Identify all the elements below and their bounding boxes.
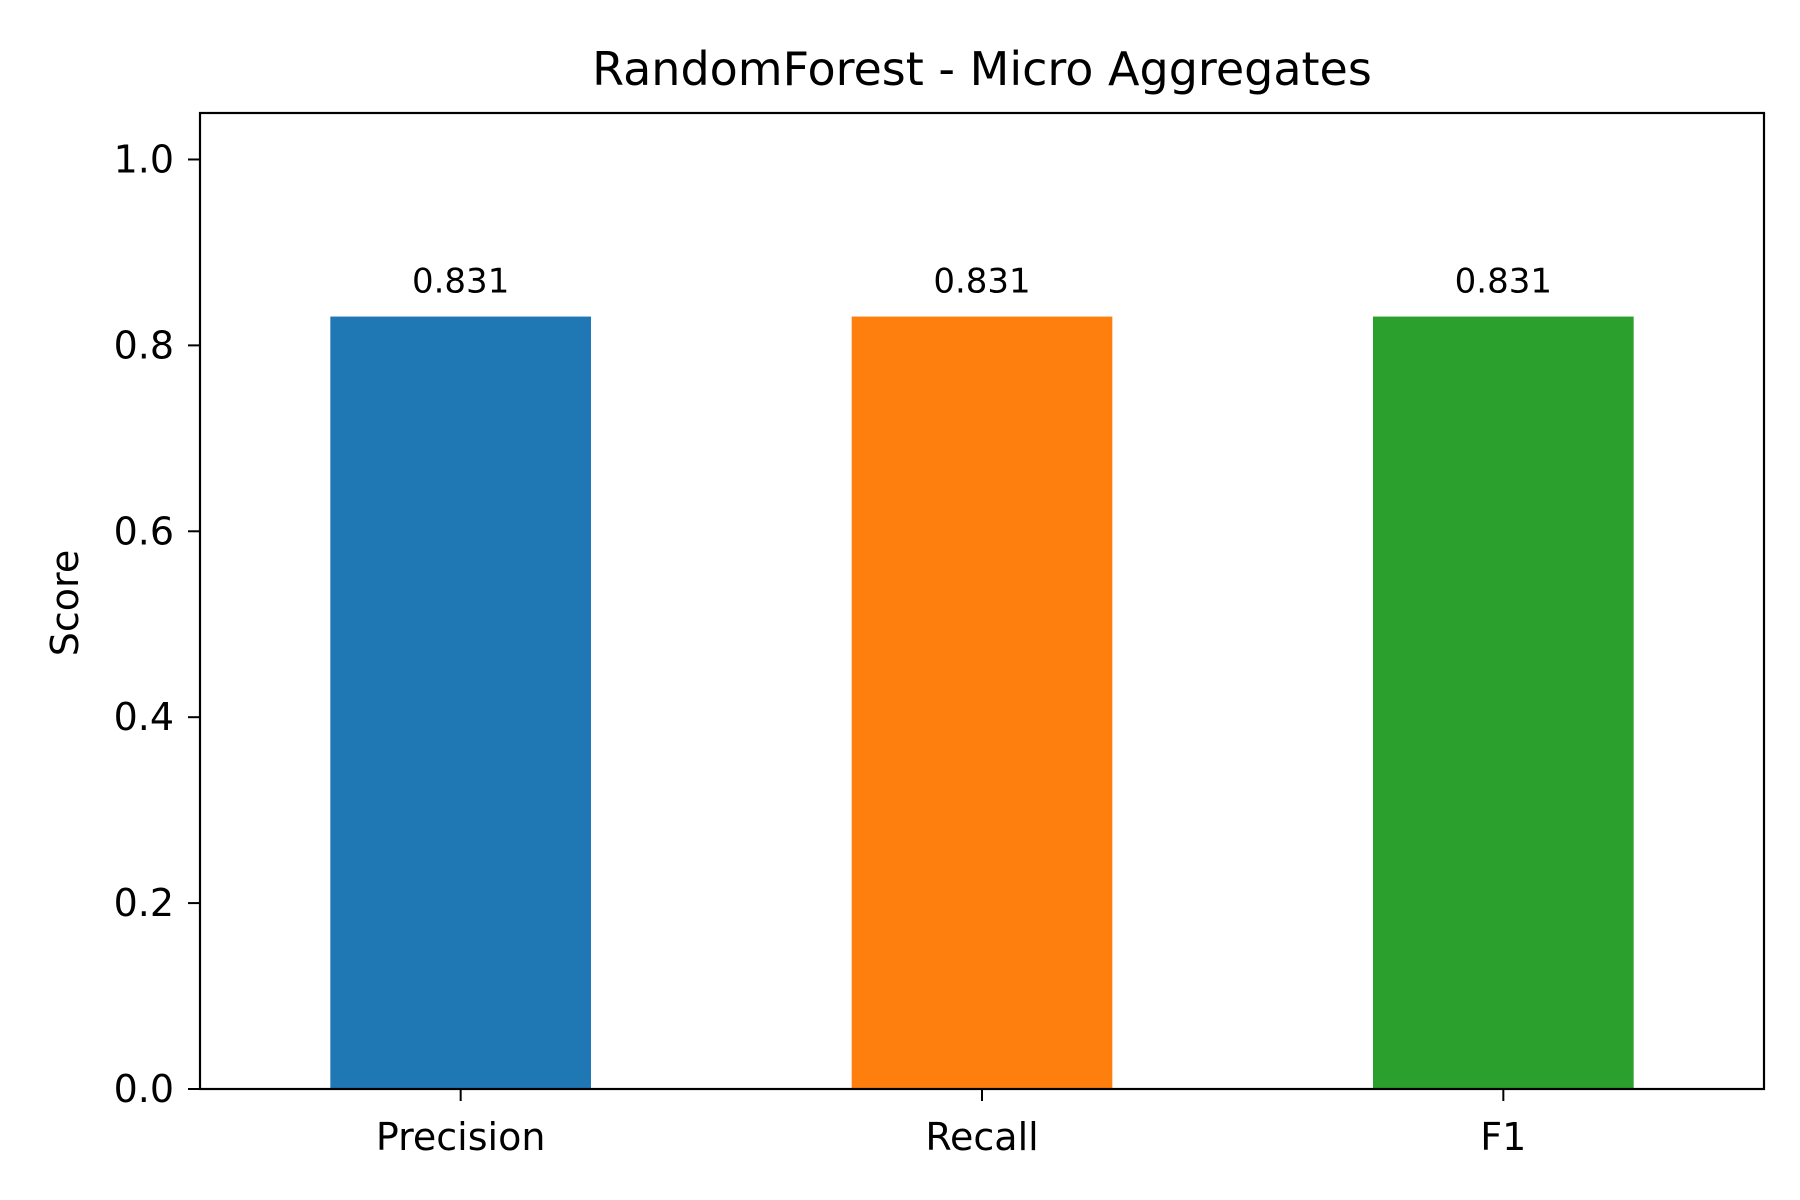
y-tick-label: 0.6 — [114, 509, 174, 553]
bar-f1 — [1373, 316, 1634, 1090]
plot-area-frame — [198, 111, 1766, 1091]
y-tick-label: 1.0 — [114, 137, 174, 181]
x-tick-label-recall: Recall — [925, 1115, 1038, 1159]
y-axis-label: Score — [43, 550, 87, 656]
bar-precision — [330, 316, 591, 1090]
bars-group — [330, 316, 1634, 1090]
y-axis-ticks: 0.0 0.2 0.4 0.6 0.8 1.0 — [114, 137, 200, 1111]
x-tick-label-precision: Precision — [376, 1115, 546, 1159]
y-tick-label: 0.4 — [114, 695, 174, 739]
bar-recall — [851, 316, 1113, 1090]
data-label-recall: 0.831 — [933, 262, 1030, 302]
data-label-precision: 0.831 — [412, 262, 509, 302]
data-labels-group: 0.831 0.831 0.831 — [412, 262, 1552, 302]
data-label-f1: 0.831 — [1455, 262, 1552, 302]
y-tick-label: 0.8 — [114, 323, 174, 367]
x-axis-ticks: Precision Recall F1 — [376, 1089, 1526, 1159]
x-tick-label-f1: F1 — [1480, 1115, 1526, 1159]
y-tick-label: 0.0 — [114, 1067, 174, 1111]
y-tick-label: 0.2 — [114, 881, 174, 925]
chart-title: RandomForest - Micro Aggregates — [592, 42, 1372, 96]
